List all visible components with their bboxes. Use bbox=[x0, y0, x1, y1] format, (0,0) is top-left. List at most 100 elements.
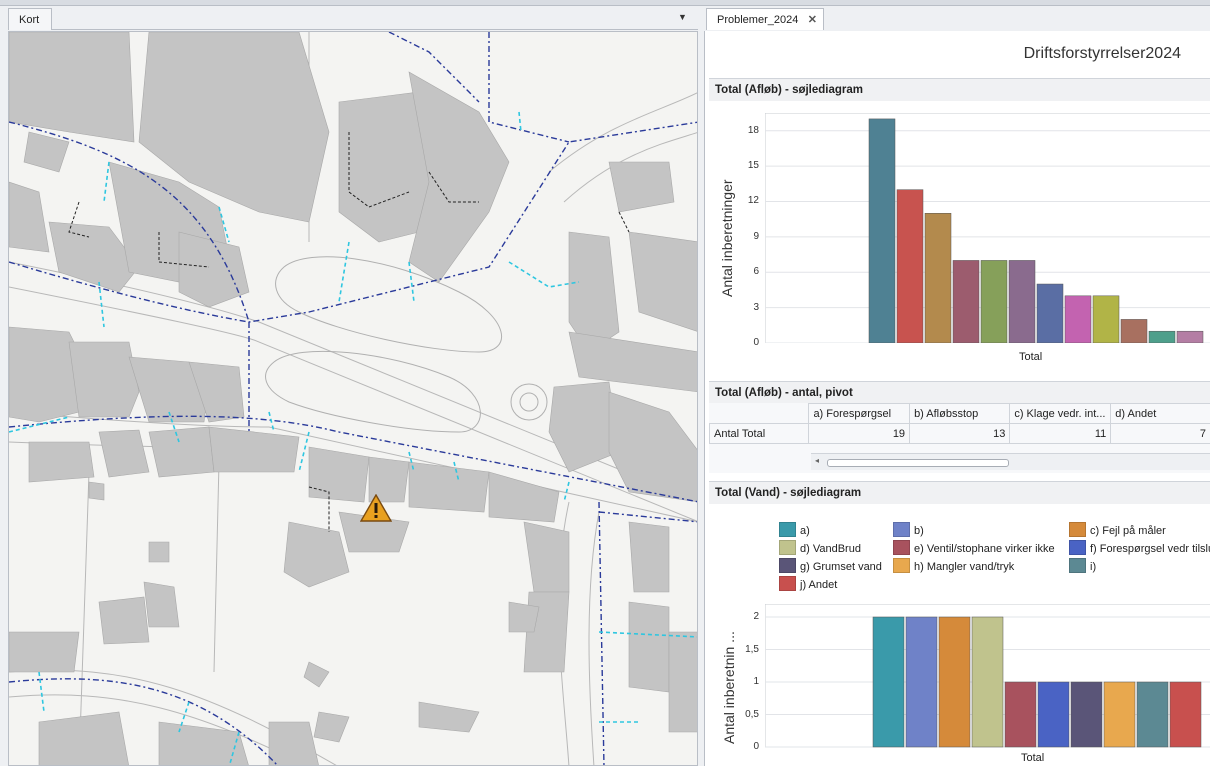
legend-swatch bbox=[893, 522, 910, 537]
close-icon[interactable]: ✕ bbox=[807, 14, 817, 26]
tab-kort[interactable]: Kort bbox=[8, 8, 52, 30]
pivot-horizontal-scrollbar[interactable]: ◂ bbox=[811, 453, 1210, 470]
y-tick-label: 2 bbox=[753, 611, 759, 622]
section-afloeb-chart-title: Total (Afløb) - søjlediagram bbox=[709, 78, 1210, 102]
bar[interactable] bbox=[905, 616, 938, 748]
legend-label: h) Mangler vand/tryk bbox=[914, 561, 1015, 573]
legend-swatch bbox=[1069, 558, 1086, 573]
legend-swatch bbox=[779, 558, 796, 573]
afloeb-bar-chart bbox=[765, 113, 1210, 343]
legend-swatch bbox=[779, 576, 796, 591]
report-title: Driftsforstyrrelser2024 bbox=[1023, 45, 1181, 62]
legend-label: d) VandBrud bbox=[800, 543, 861, 555]
bar[interactable] bbox=[1169, 681, 1202, 748]
bar[interactable] bbox=[1092, 295, 1120, 343]
pivot-cell[interactable]: 7 bbox=[1110, 423, 1210, 444]
y-tick-label: 0 bbox=[753, 337, 759, 348]
legend-item[interactable]: h) Mangler vand/tryk bbox=[893, 558, 1014, 573]
scrollbar-thumb[interactable] bbox=[827, 459, 1009, 467]
pivot-cell[interactable]: 11 bbox=[1009, 423, 1112, 444]
legend-label: j) Andet bbox=[800, 579, 838, 591]
scroll-left-icon[interactable]: ◂ bbox=[815, 456, 820, 465]
vand-chart-area: a) b) c) Fejl på måler d) VandBrud e) Ventil… bbox=[709, 504, 1210, 766]
map-canvas[interactable] bbox=[9, 32, 698, 766]
legend-label: f) Forespørgsel vedr tilslutning bbox=[1090, 543, 1210, 555]
y-tick-label: 0 bbox=[753, 741, 759, 752]
pivot-col-header[interactable]: d) Andet bbox=[1110, 403, 1210, 424]
legend-label: g) Grumset vand bbox=[800, 561, 882, 573]
y-tick-label: 15 bbox=[747, 160, 759, 172]
legend-label: a) bbox=[800, 525, 810, 537]
bar[interactable] bbox=[1037, 681, 1070, 748]
pivot-cell[interactable]: 13 bbox=[909, 423, 1011, 444]
bar[interactable] bbox=[980, 260, 1008, 343]
legend-label: c) Fejl på måler bbox=[1090, 525, 1166, 537]
bar[interactable] bbox=[872, 616, 905, 748]
tab-kort-label: Kort bbox=[19, 14, 40, 26]
bar[interactable] bbox=[971, 616, 1004, 748]
pivot-col-header[interactable]: a) Forespørgsel bbox=[808, 403, 911, 424]
bar[interactable] bbox=[924, 213, 952, 343]
tab-bar-line bbox=[52, 29, 698, 30]
legend-item[interactable]: c) Fejl på måler bbox=[1069, 522, 1166, 537]
legend-swatch bbox=[779, 522, 796, 537]
bar[interactable] bbox=[1176, 330, 1204, 343]
legend-label: e) Ventil/stophane virker ikke bbox=[914, 543, 1055, 555]
bar[interactable] bbox=[1036, 283, 1064, 343]
y-tick-label: 6 bbox=[753, 266, 759, 278]
tab-problemer-label: Problemer_2024 bbox=[717, 14, 799, 26]
vand-bar-chart bbox=[765, 604, 1210, 748]
y-tick-label: 1 bbox=[753, 676, 759, 687]
legend-swatch bbox=[1069, 540, 1086, 555]
chevron-down-icon[interactable]: ▼ bbox=[678, 12, 687, 22]
top-toolbar-strip bbox=[0, 0, 1210, 6]
y-tick-label: 1,5 bbox=[745, 643, 759, 655]
y-tick-label: 3 bbox=[753, 301, 759, 313]
bar[interactable] bbox=[1120, 319, 1148, 343]
legend-item[interactable]: g) Grumset vand bbox=[779, 558, 882, 573]
legend-item[interactable]: b) bbox=[893, 522, 924, 537]
vand-x-label: Total bbox=[1021, 752, 1045, 764]
afloeb-x-label: Total bbox=[1019, 351, 1043, 363]
section-vand-chart-title: Total (Vand) - søjlediagram bbox=[709, 481, 1210, 505]
afloeb-y-axis-label: Antal inberetninger bbox=[719, 179, 735, 297]
legend-item[interactable]: f) Forespørgsel vedr tilslutning bbox=[1069, 540, 1210, 555]
tab-problemer-2024[interactable]: Problemer_2024 ✕ bbox=[706, 8, 824, 30]
legend-swatch bbox=[893, 540, 910, 555]
section-afloeb-pivot-title: Total (Afløb) - antal, pivot bbox=[709, 381, 1210, 405]
bar[interactable] bbox=[1148, 330, 1176, 343]
bar[interactable] bbox=[952, 260, 980, 343]
warning-triangle-icon[interactable] bbox=[360, 494, 392, 522]
legend-swatch bbox=[779, 540, 796, 555]
bar[interactable] bbox=[1070, 681, 1103, 748]
legend-swatch bbox=[1069, 522, 1086, 537]
y-tick-label: 18 bbox=[747, 124, 759, 136]
bar[interactable] bbox=[938, 616, 971, 748]
legend-label: b) bbox=[914, 525, 924, 537]
map-panel[interactable] bbox=[8, 31, 698, 766]
legend-item[interactable]: j) Andet bbox=[779, 576, 837, 591]
bar[interactable] bbox=[868, 118, 896, 343]
bar[interactable] bbox=[1008, 260, 1036, 343]
bar[interactable] bbox=[896, 189, 924, 343]
legend-item[interactable]: d) VandBrud bbox=[779, 540, 861, 555]
bar[interactable] bbox=[1004, 681, 1037, 748]
bar[interactable] bbox=[1103, 681, 1136, 748]
bar[interactable] bbox=[1064, 295, 1092, 343]
pivot-data-row: Antal Total 19 13 11 7 bbox=[708, 423, 1210, 444]
legend-item[interactable]: i) bbox=[1069, 558, 1096, 573]
report-panel: Driftsforstyrrelser2024 Total (Afløb) - … bbox=[704, 31, 1210, 766]
pivot-col-header[interactable]: b) Afløbsstop bbox=[909, 403, 1011, 424]
legend-label: i) bbox=[1090, 561, 1097, 573]
legend-item[interactable]: a) bbox=[779, 522, 810, 537]
afloeb-chart-area: Antal inberetninger 0 3 6 9 12 15 18 Total bbox=[709, 101, 1210, 376]
bar[interactable] bbox=[1136, 681, 1169, 748]
pivot-header-row: a) Forespørgsel b) Afløbsstop c) Klage v… bbox=[709, 403, 1210, 424]
y-tick-label: 0,5 bbox=[745, 708, 759, 720]
pivot-col-header[interactable]: c) Klage vedr. int... bbox=[1009, 403, 1112, 424]
pivot-area: a) Forespørgsel b) Afløbsstop c) Klage v… bbox=[708, 403, 1210, 473]
legend-item[interactable]: e) Ventil/stophane virker ikke bbox=[893, 540, 1055, 555]
pivot-row-label: Antal Total bbox=[708, 423, 810, 444]
pivot-cell[interactable]: 19 bbox=[808, 423, 911, 444]
y-tick-label: 9 bbox=[753, 230, 759, 242]
